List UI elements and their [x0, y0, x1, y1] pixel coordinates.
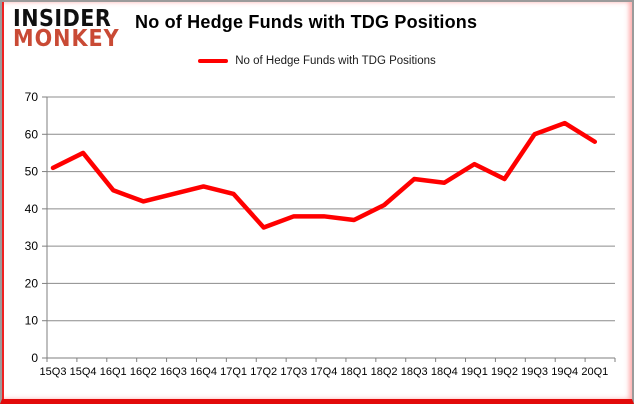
logo-line-insider: INSIDER [13, 6, 112, 32]
y-tick-label: 60 [25, 127, 39, 141]
x-tick-label: 19Q1 [461, 366, 488, 378]
x-tick-label: 15Q3 [40, 366, 67, 378]
chart-title: No of Hedge Funds with TDG Positions [135, 12, 478, 32]
x-tick-label: 20Q1 [581, 366, 608, 378]
x-tick-label: 19Q2 [491, 366, 518, 378]
legend: No of Hedge Funds with TDG Positions [2, 55, 632, 67]
x-tick-label: 17Q4 [310, 366, 337, 378]
x-tick-label: 18Q2 [371, 366, 398, 378]
y-tick-label: 0 [31, 351, 38, 365]
x-tick-label: 19Q3 [521, 366, 548, 378]
insider-monkey-logo: INSIDER MONKEY [13, 6, 120, 53]
x-tick-label: 17Q3 [280, 366, 307, 378]
x-tick-label: 16Q1 [100, 366, 127, 378]
x-tick-label: 17Q1 [220, 366, 247, 378]
y-tick-label: 30 [25, 239, 39, 253]
x-tick-label: 18Q1 [341, 366, 368, 378]
y-tick-label: 70 [25, 90, 39, 104]
y-tick-label: 50 [25, 165, 39, 179]
logo-line-monkey: MONKEY [13, 26, 120, 53]
x-tick-label: 16Q2 [130, 366, 157, 378]
legend-label: No of Hedge Funds with TDG Positions [235, 55, 436, 67]
y-tick-label: 10 [25, 314, 39, 328]
x-tick-label: 17Q2 [250, 366, 277, 378]
x-tick-label: 16Q3 [160, 366, 187, 378]
series-line [50, 120, 598, 230]
x-tick-label: 18Q3 [401, 366, 428, 378]
x-tick-label: 16Q4 [190, 366, 217, 378]
legend-line-swatch [198, 59, 229, 63]
x-tick-label: 18Q4 [431, 366, 458, 378]
y-tick-label: 40 [25, 202, 39, 216]
y-tick-label: 20 [25, 276, 39, 290]
x-tick-label: 19Q4 [551, 366, 578, 378]
x-tick-label: 15Q4 [70, 366, 97, 378]
